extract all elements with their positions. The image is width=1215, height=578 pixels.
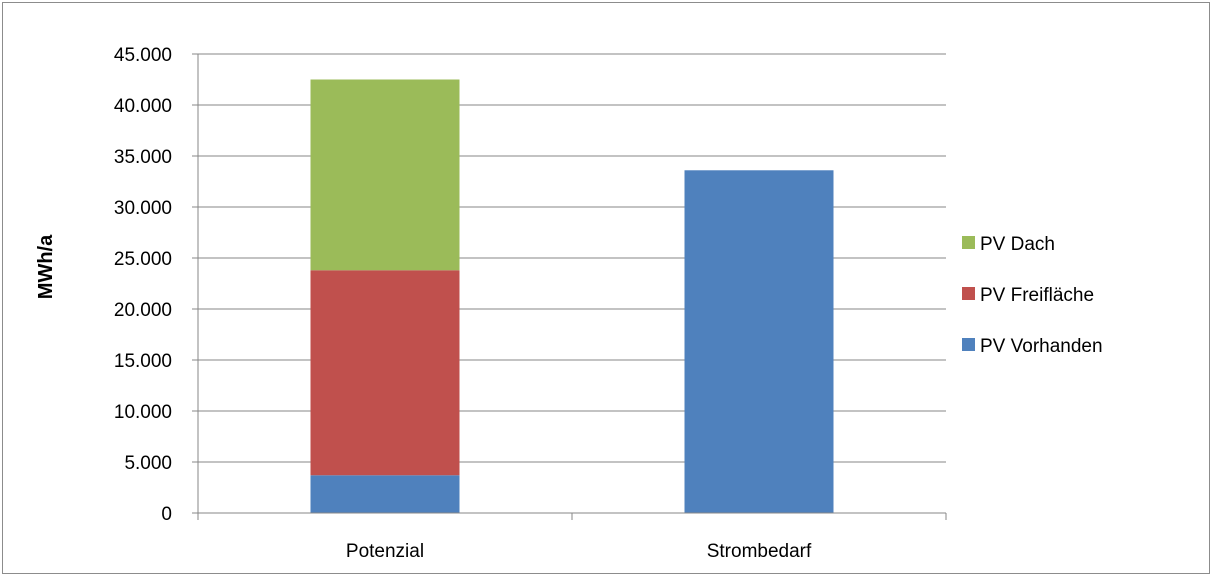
bar-segment-pv-vorhanden-potenzial [310, 475, 460, 513]
y-tick-label: 5.000 [124, 453, 172, 474]
y-tick-label: 30.000 [114, 198, 172, 219]
bar-segment-pv-dach-potenzial [310, 79, 460, 271]
legend: PV Dach PV Freifläche PV Vorhanden [962, 234, 1103, 357]
x-tick-labels: Potenzial Strombedarf [346, 541, 812, 562]
gridlines [198, 53, 946, 463]
y-tick-label: 35.000 [114, 147, 172, 168]
y-axis-title: MWh/a [35, 234, 57, 299]
bar-segment-pv-freifl-che-potenzial [310, 270, 460, 476]
legend-swatch [962, 236, 975, 249]
y-tick-label: 0 [161, 504, 172, 525]
y-tick-label: 10.000 [114, 402, 172, 423]
x-tick-label: Potenzial [346, 541, 424, 562]
y-tick-label: 15.000 [114, 351, 172, 372]
legend-swatch [962, 338, 975, 351]
y-tick-labels: 0 5.000 10.000 15.000 20.000 25.000 30.000 35.0… [114, 45, 172, 525]
legend-label: PV Vorhanden [980, 336, 1103, 357]
legend-label: PV Freifläche [980, 285, 1094, 306]
y-tick-label: 40.000 [114, 96, 172, 117]
axes [192, 53, 947, 520]
x-tick-label: Strombedarf [707, 541, 812, 562]
legend-item: PV Vorhanden [962, 336, 1103, 357]
y-tick-label: 20.000 [114, 300, 172, 321]
y-tick-label: 25.000 [114, 249, 172, 270]
bar-segment-pv-vorhanden-strombedarf [684, 170, 834, 513]
legend-label: PV Dach [980, 234, 1055, 255]
legend-item: PV Freifläche [962, 285, 1094, 306]
y-tick-label: 45.000 [114, 45, 172, 66]
legend-swatch [962, 287, 975, 300]
bars [310, 79, 834, 513]
legend-item: PV Dach [962, 234, 1055, 255]
